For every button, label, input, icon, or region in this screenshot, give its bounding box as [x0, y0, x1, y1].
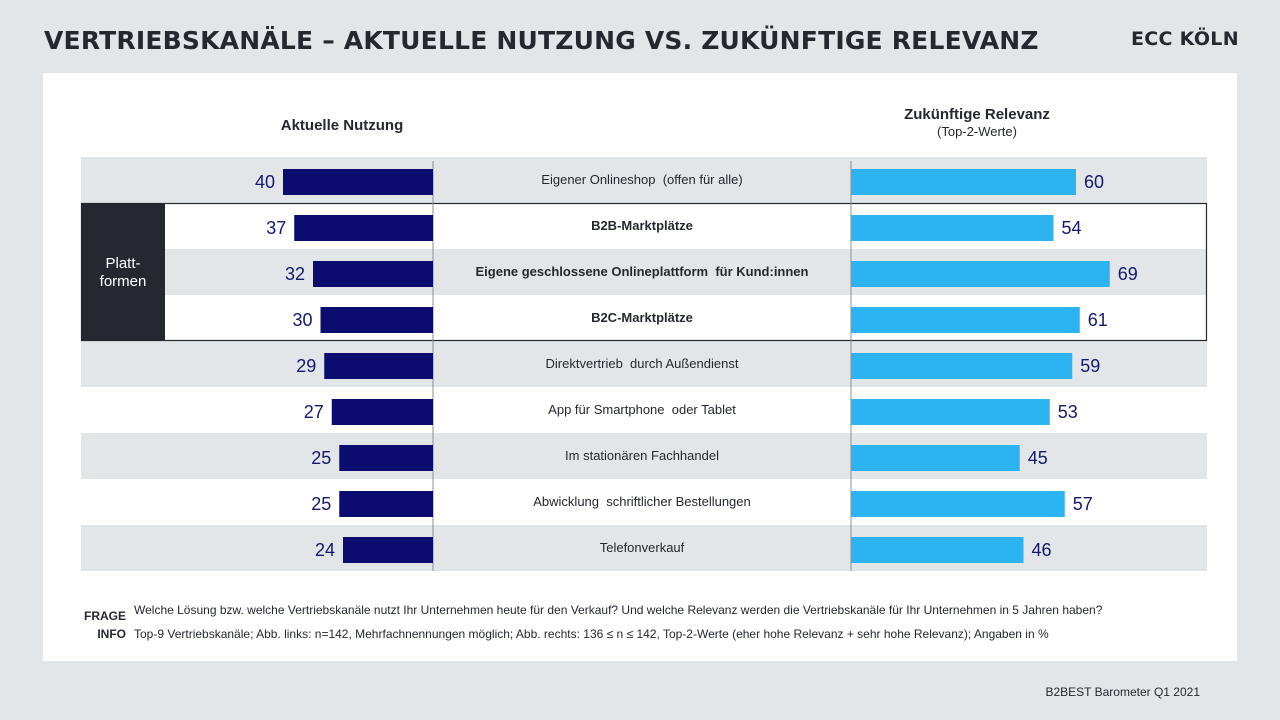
- left-value-label: 37: [266, 218, 286, 238]
- left-value-label: 32: [285, 264, 305, 284]
- group-label-box: [81, 203, 165, 341]
- right-column-title: Zukünftige Relevanz: [904, 106, 1050, 123]
- category-label: Im stationären Fachhandel: [565, 448, 719, 463]
- left-bar: [339, 445, 433, 471]
- left-bar: [283, 169, 433, 195]
- right-value-label: 59: [1080, 356, 1100, 376]
- left-value-label: 40: [255, 172, 275, 192]
- category-label: App für Smartphone oder Tablet: [548, 402, 736, 417]
- left-value-label: 30: [292, 310, 312, 330]
- category-label: Eigene geschlossene Onlineplattform für …: [476, 264, 809, 279]
- left-bar: [331, 399, 433, 425]
- left-bar: [313, 261, 433, 287]
- left-value-label: 29: [296, 356, 316, 376]
- category-label: B2C-Marktplätze: [591, 310, 693, 325]
- left-bar: [324, 353, 433, 379]
- left-column-header: Aktuelle Nutzung: [280, 117, 404, 134]
- frage-row: FRAGE Welche Lösung bzw. welche Vertrieb…: [80, 604, 1220, 623]
- category-label: Abwicklung schriftlicher Bestellungen: [533, 494, 751, 509]
- frage-label: FRAGE: [84, 609, 126, 623]
- left-bar: [320, 307, 433, 333]
- right-bar: [851, 353, 1073, 379]
- group-border: [80, 202, 1208, 342]
- page-title: VERTRIEBSKANÄLE – AKTUELLE NUTZUNG VS. Z…: [44, 26, 1039, 55]
- info-row: INFO Top-9 Vertriebskanäle; Abb. links: …: [80, 628, 1220, 641]
- right-bar: [851, 399, 1050, 425]
- right-column-header: Zukünftige Relevanz (Top-2-Werte): [826, 106, 1128, 139]
- right-bar: [851, 445, 1020, 471]
- right-value-label: 45: [1028, 448, 1048, 468]
- right-bar: [851, 261, 1110, 287]
- left-bar: [339, 491, 433, 517]
- right-bar: [851, 537, 1024, 563]
- right-column-subtitle: (Top-2-Werte): [937, 124, 1017, 139]
- group-label: Platt-formen: [100, 255, 147, 290]
- left-value-label: 27: [304, 402, 324, 422]
- right-value-label: 61: [1088, 310, 1108, 330]
- source-note: B2BEST Barometer Q1 2021: [1045, 685, 1200, 699]
- category-label: Telefonverkauf: [600, 540, 685, 555]
- ecc-koeln-logo: ECC KÖLN: [1131, 28, 1239, 50]
- left-value-label: 25: [311, 448, 331, 468]
- left-bar: [343, 537, 433, 563]
- category-label: B2B-Marktplätze: [591, 218, 693, 233]
- right-bar: [851, 307, 1080, 333]
- footnotes: FRAGE Welche Lösung bzw. welche Vertrieb…: [80, 604, 1220, 646]
- right-value-label: 54: [1062, 218, 1082, 238]
- right-value-label: 69: [1118, 264, 1138, 284]
- right-value-label: 60: [1084, 172, 1104, 192]
- right-value-label: 53: [1058, 402, 1078, 422]
- right-bar: [851, 215, 1054, 241]
- left-bar: [294, 215, 433, 241]
- category-label: Direktvertrieb durch Außendienst: [546, 356, 739, 371]
- category-label: Eigener Onlineshop (offen für alle): [541, 172, 742, 187]
- left-value-label: 25: [311, 494, 331, 514]
- right-bar: [851, 491, 1065, 517]
- info-label: INFO: [97, 627, 126, 641]
- info-text: Top-9 Vertriebskanäle; Abb. links: n=142…: [134, 627, 1049, 641]
- frage-text: Welche Lösung bzw. welche Vertriebskanäl…: [134, 603, 1103, 617]
- right-bar: [851, 169, 1076, 195]
- right-value-label: 46: [1032, 540, 1052, 560]
- right-value-label: 57: [1073, 494, 1093, 514]
- left-value-label: 24: [315, 540, 335, 560]
